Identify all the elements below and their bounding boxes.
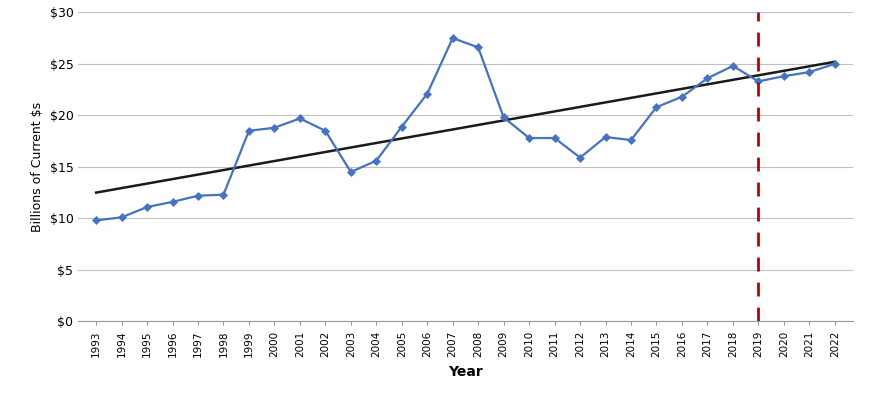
X-axis label: Year: Year — [448, 365, 482, 379]
Y-axis label: Billions of Current $s: Billions of Current $s — [31, 102, 44, 232]
